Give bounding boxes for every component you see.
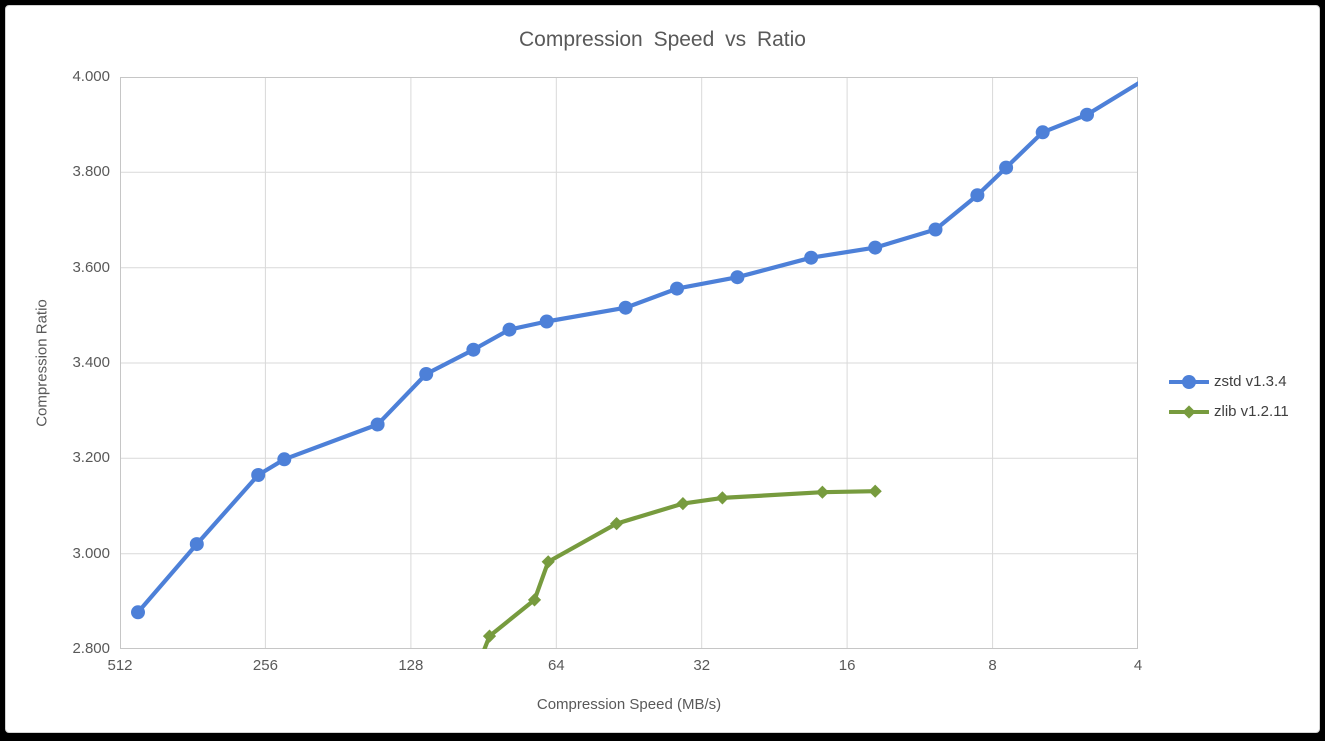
y-axis-title: Compression Ratio xyxy=(33,299,51,427)
legend-item-zstd: zstd v1.3.4 xyxy=(1169,372,1289,391)
x-tick-label: 32 xyxy=(693,657,711,674)
legend-label-zlib: zlib v1.2.11 xyxy=(1214,403,1289,420)
x-axis-ticks: 512 256 128 64 32 16 8 4 xyxy=(107,657,1142,677)
x-tick-label: 256 xyxy=(252,657,278,674)
legend-label-zstd: zstd v1.3.4 xyxy=(1214,373,1287,390)
zlib-line-diamond-marker-icon xyxy=(1169,404,1209,419)
zstd-line-circle-marker-icon xyxy=(1169,374,1209,389)
y-tick-label: 3.400 xyxy=(72,354,110,371)
x-tick-label: 8 xyxy=(988,657,997,674)
y-axis-ticks: 4.000 3.800 3.600 3.400 3.200 3.000 2.800 xyxy=(6,68,110,657)
y-tick-label: 3.000 xyxy=(72,544,110,562)
x-tick-label: 4 xyxy=(1133,657,1143,674)
x-tick-label: 16 xyxy=(838,657,856,674)
y-tick-label: 3.600 xyxy=(72,258,110,276)
y-tick-label: 3.200 xyxy=(72,449,110,467)
x-tick-label: 128 xyxy=(398,657,424,674)
x-tick-label: 64 xyxy=(547,657,565,674)
chart-canvas: Compression Speed vs Ratio 4.000 3.800 3.6… xyxy=(5,5,1320,733)
legend: zstd v1.3.4 zlib v1.2.11 xyxy=(1169,372,1289,432)
legend-item-zlib: zlib v1.2.11 xyxy=(1169,402,1289,421)
chart-title: Compression Speed vs Ratio xyxy=(519,28,806,51)
y-tick-label: 4.000 xyxy=(72,68,110,85)
x-axis-title: Compression Speed (MB/s) xyxy=(536,696,722,713)
y-tick-label: 2.800 xyxy=(72,640,110,657)
plot-area xyxy=(120,77,1138,649)
y-tick-label: 3.800 xyxy=(72,163,110,181)
x-tick-label: 512 xyxy=(107,657,133,674)
